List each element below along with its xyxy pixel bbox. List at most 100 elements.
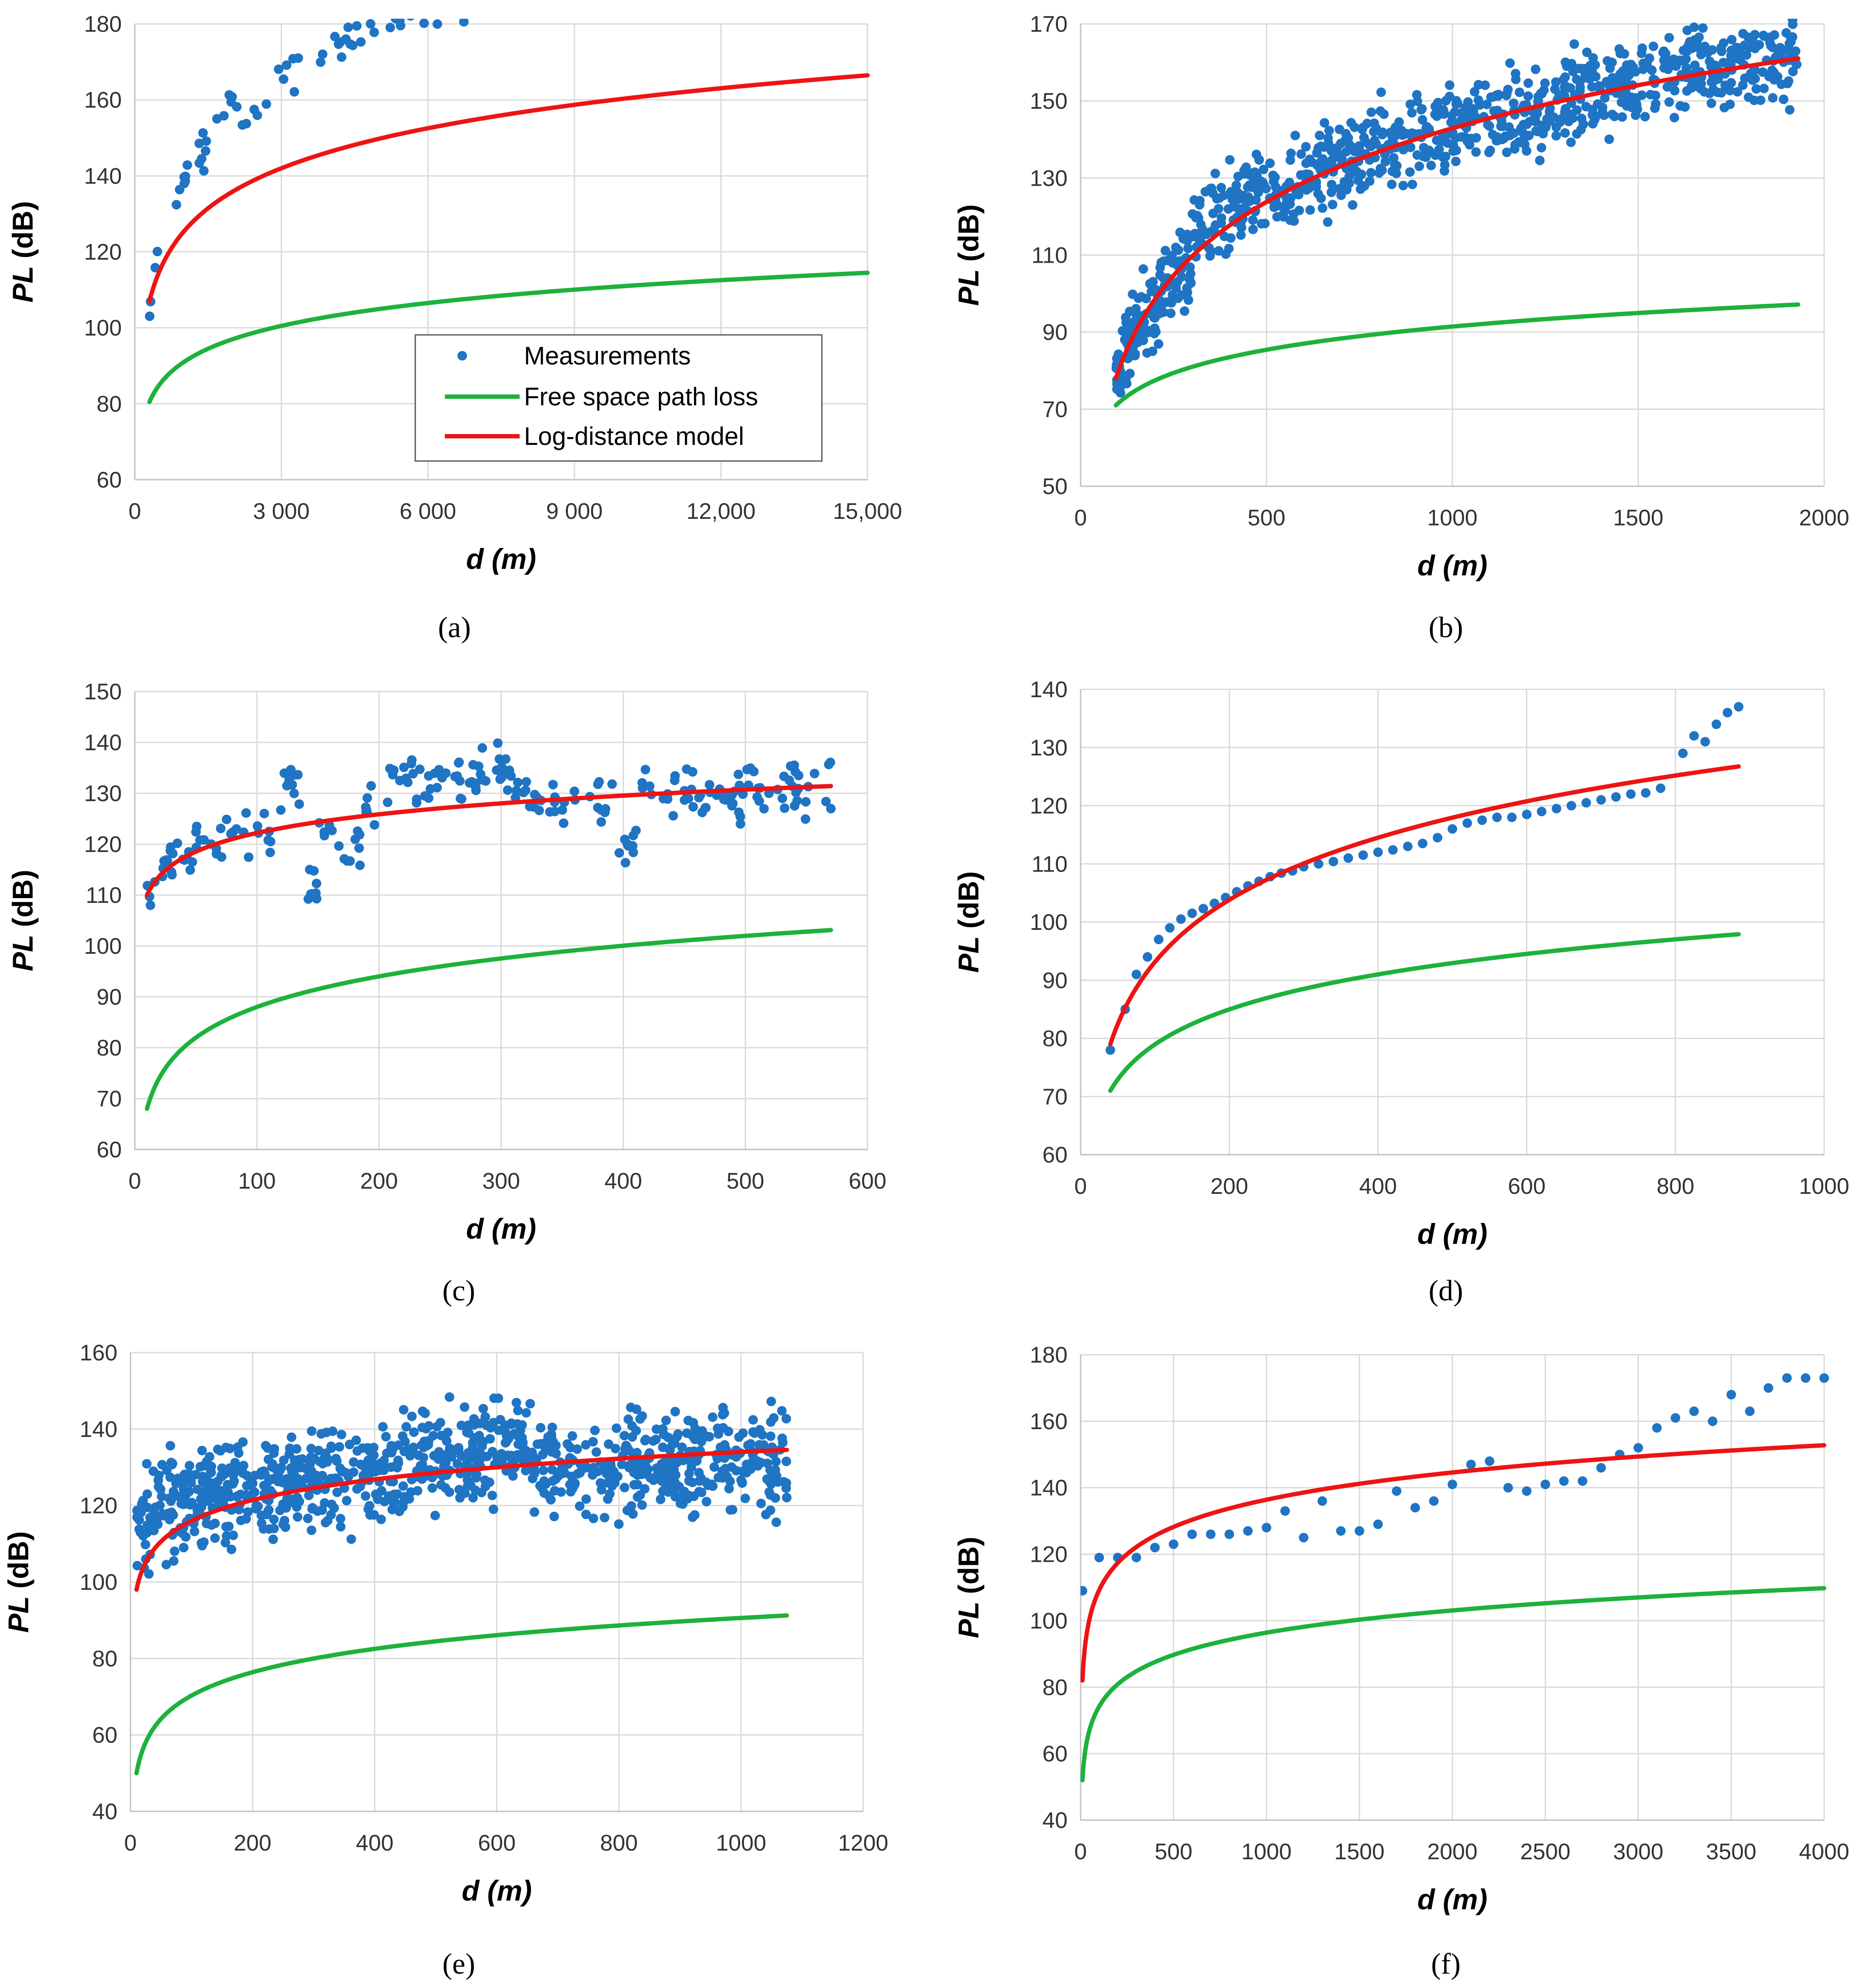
measurement-point	[544, 1491, 554, 1501]
measurement-point	[1604, 134, 1614, 144]
measurement-point	[213, 1444, 223, 1454]
measurement-point	[363, 1504, 373, 1514]
measurement-point	[513, 1406, 523, 1416]
measurement-point	[1270, 173, 1280, 182]
measurement-point	[467, 777, 477, 787]
measurement-point	[170, 1546, 180, 1556]
log-distance-model-line	[147, 73, 870, 304]
measurement-point	[688, 802, 698, 812]
measurement-point	[670, 771, 680, 781]
measurement-point	[1353, 175, 1363, 185]
measurement-point	[740, 1494, 750, 1504]
measurement-point	[145, 311, 155, 321]
measurement-point	[1432, 833, 1442, 843]
measurement-point	[184, 1460, 194, 1470]
y-axis-label: PL (dB)	[952, 1537, 984, 1638]
measurement-point	[1323, 133, 1333, 143]
measurement-point	[1594, 81, 1604, 91]
measurement-point	[378, 1422, 388, 1432]
measurement-point	[765, 1505, 775, 1515]
measurement-point	[269, 1444, 279, 1454]
measurement-point	[1371, 139, 1381, 149]
measurement-point	[389, 1496, 399, 1506]
measurement-point	[217, 852, 227, 862]
measurement-point	[388, 770, 398, 780]
measurement-point	[1296, 170, 1306, 180]
measurement-point	[460, 1402, 470, 1412]
measurement-point	[1578, 1476, 1588, 1486]
measurement-point	[1408, 180, 1417, 189]
measurement-point	[1523, 78, 1533, 88]
measurement-point	[1211, 220, 1221, 230]
measurement-point	[1375, 106, 1385, 116]
measurement-point	[269, 1524, 279, 1534]
measurement-point	[1706, 61, 1716, 71]
measurement-point	[1779, 94, 1789, 104]
measurement-point	[1285, 215, 1295, 225]
measurement-point	[417, 1460, 427, 1470]
measurement-point	[294, 799, 304, 809]
measurement-point	[1148, 277, 1158, 287]
x-axis-label: d (m)	[466, 543, 536, 575]
measurement-point	[1248, 182, 1258, 192]
measurement-point	[1706, 98, 1716, 108]
legend-logdist-label: Log-distance model	[524, 422, 744, 451]
measurement-point	[1350, 122, 1359, 132]
measurement-point	[1722, 58, 1732, 68]
measurement-point	[1682, 86, 1692, 96]
measurement-point	[334, 1442, 344, 1452]
measurement-point	[390, 0, 400, 3]
measurement-point	[1416, 105, 1426, 115]
measurement-point	[216, 823, 226, 833]
measurement-point	[172, 1491, 182, 1501]
measurement-point	[1432, 111, 1442, 121]
measurement-point	[332, 1487, 342, 1497]
measurement-point	[1518, 135, 1528, 145]
measurement-point	[514, 1439, 524, 1449]
measurement-point	[1130, 349, 1140, 359]
measurement-point	[670, 1407, 680, 1417]
measurement-point	[1429, 1496, 1439, 1506]
y-tick-label: 100	[1030, 1608, 1068, 1634]
measurement-point	[1123, 323, 1133, 333]
measurement-point	[692, 1456, 702, 1466]
measurement-point	[421, 0, 430, 8]
measurement-point	[427, 1483, 437, 1493]
measurement-point	[1703, 48, 1713, 57]
measurement-point	[1373, 1519, 1383, 1529]
measurement-point	[1131, 969, 1141, 979]
measurement-point	[1587, 82, 1597, 92]
measurement-point	[317, 49, 327, 59]
measurement-point	[197, 1477, 207, 1487]
measurement-point	[1681, 54, 1691, 64]
log-distance-model-line	[1114, 56, 1801, 381]
measurement-point	[1671, 1413, 1680, 1423]
measurements-series	[1105, 702, 1744, 1055]
x-tick-label: 600	[478, 1831, 516, 1856]
log-distance-model-line	[145, 784, 833, 897]
measurement-point	[195, 835, 205, 845]
measurement-point	[513, 778, 523, 788]
measurement-point	[1319, 118, 1329, 128]
measurement-point	[493, 738, 503, 748]
measurement-point	[712, 1454, 722, 1464]
measurement-point	[456, 1451, 466, 1461]
measurement-point	[764, 789, 774, 798]
measurement-point	[227, 92, 237, 102]
x-tick-label: 500	[727, 1169, 764, 1194]
measurement-point	[217, 1463, 227, 1473]
measurement-point	[373, 1494, 383, 1504]
measurement-point	[197, 154, 207, 164]
measurement-point	[1150, 1543, 1160, 1553]
measurement-point	[1210, 168, 1220, 178]
measurement-point	[721, 1463, 731, 1473]
measurement-point	[241, 808, 251, 818]
measurement-point	[482, 1477, 492, 1487]
measurement-point	[1398, 180, 1408, 190]
x-axis-label: d (m)	[466, 1213, 536, 1245]
y-tick-label: 150	[1030, 89, 1068, 114]
measurement-point	[248, 1478, 258, 1488]
measurement-point	[628, 1509, 638, 1519]
measurement-point	[395, 775, 405, 785]
measurement-point	[184, 1487, 194, 1497]
